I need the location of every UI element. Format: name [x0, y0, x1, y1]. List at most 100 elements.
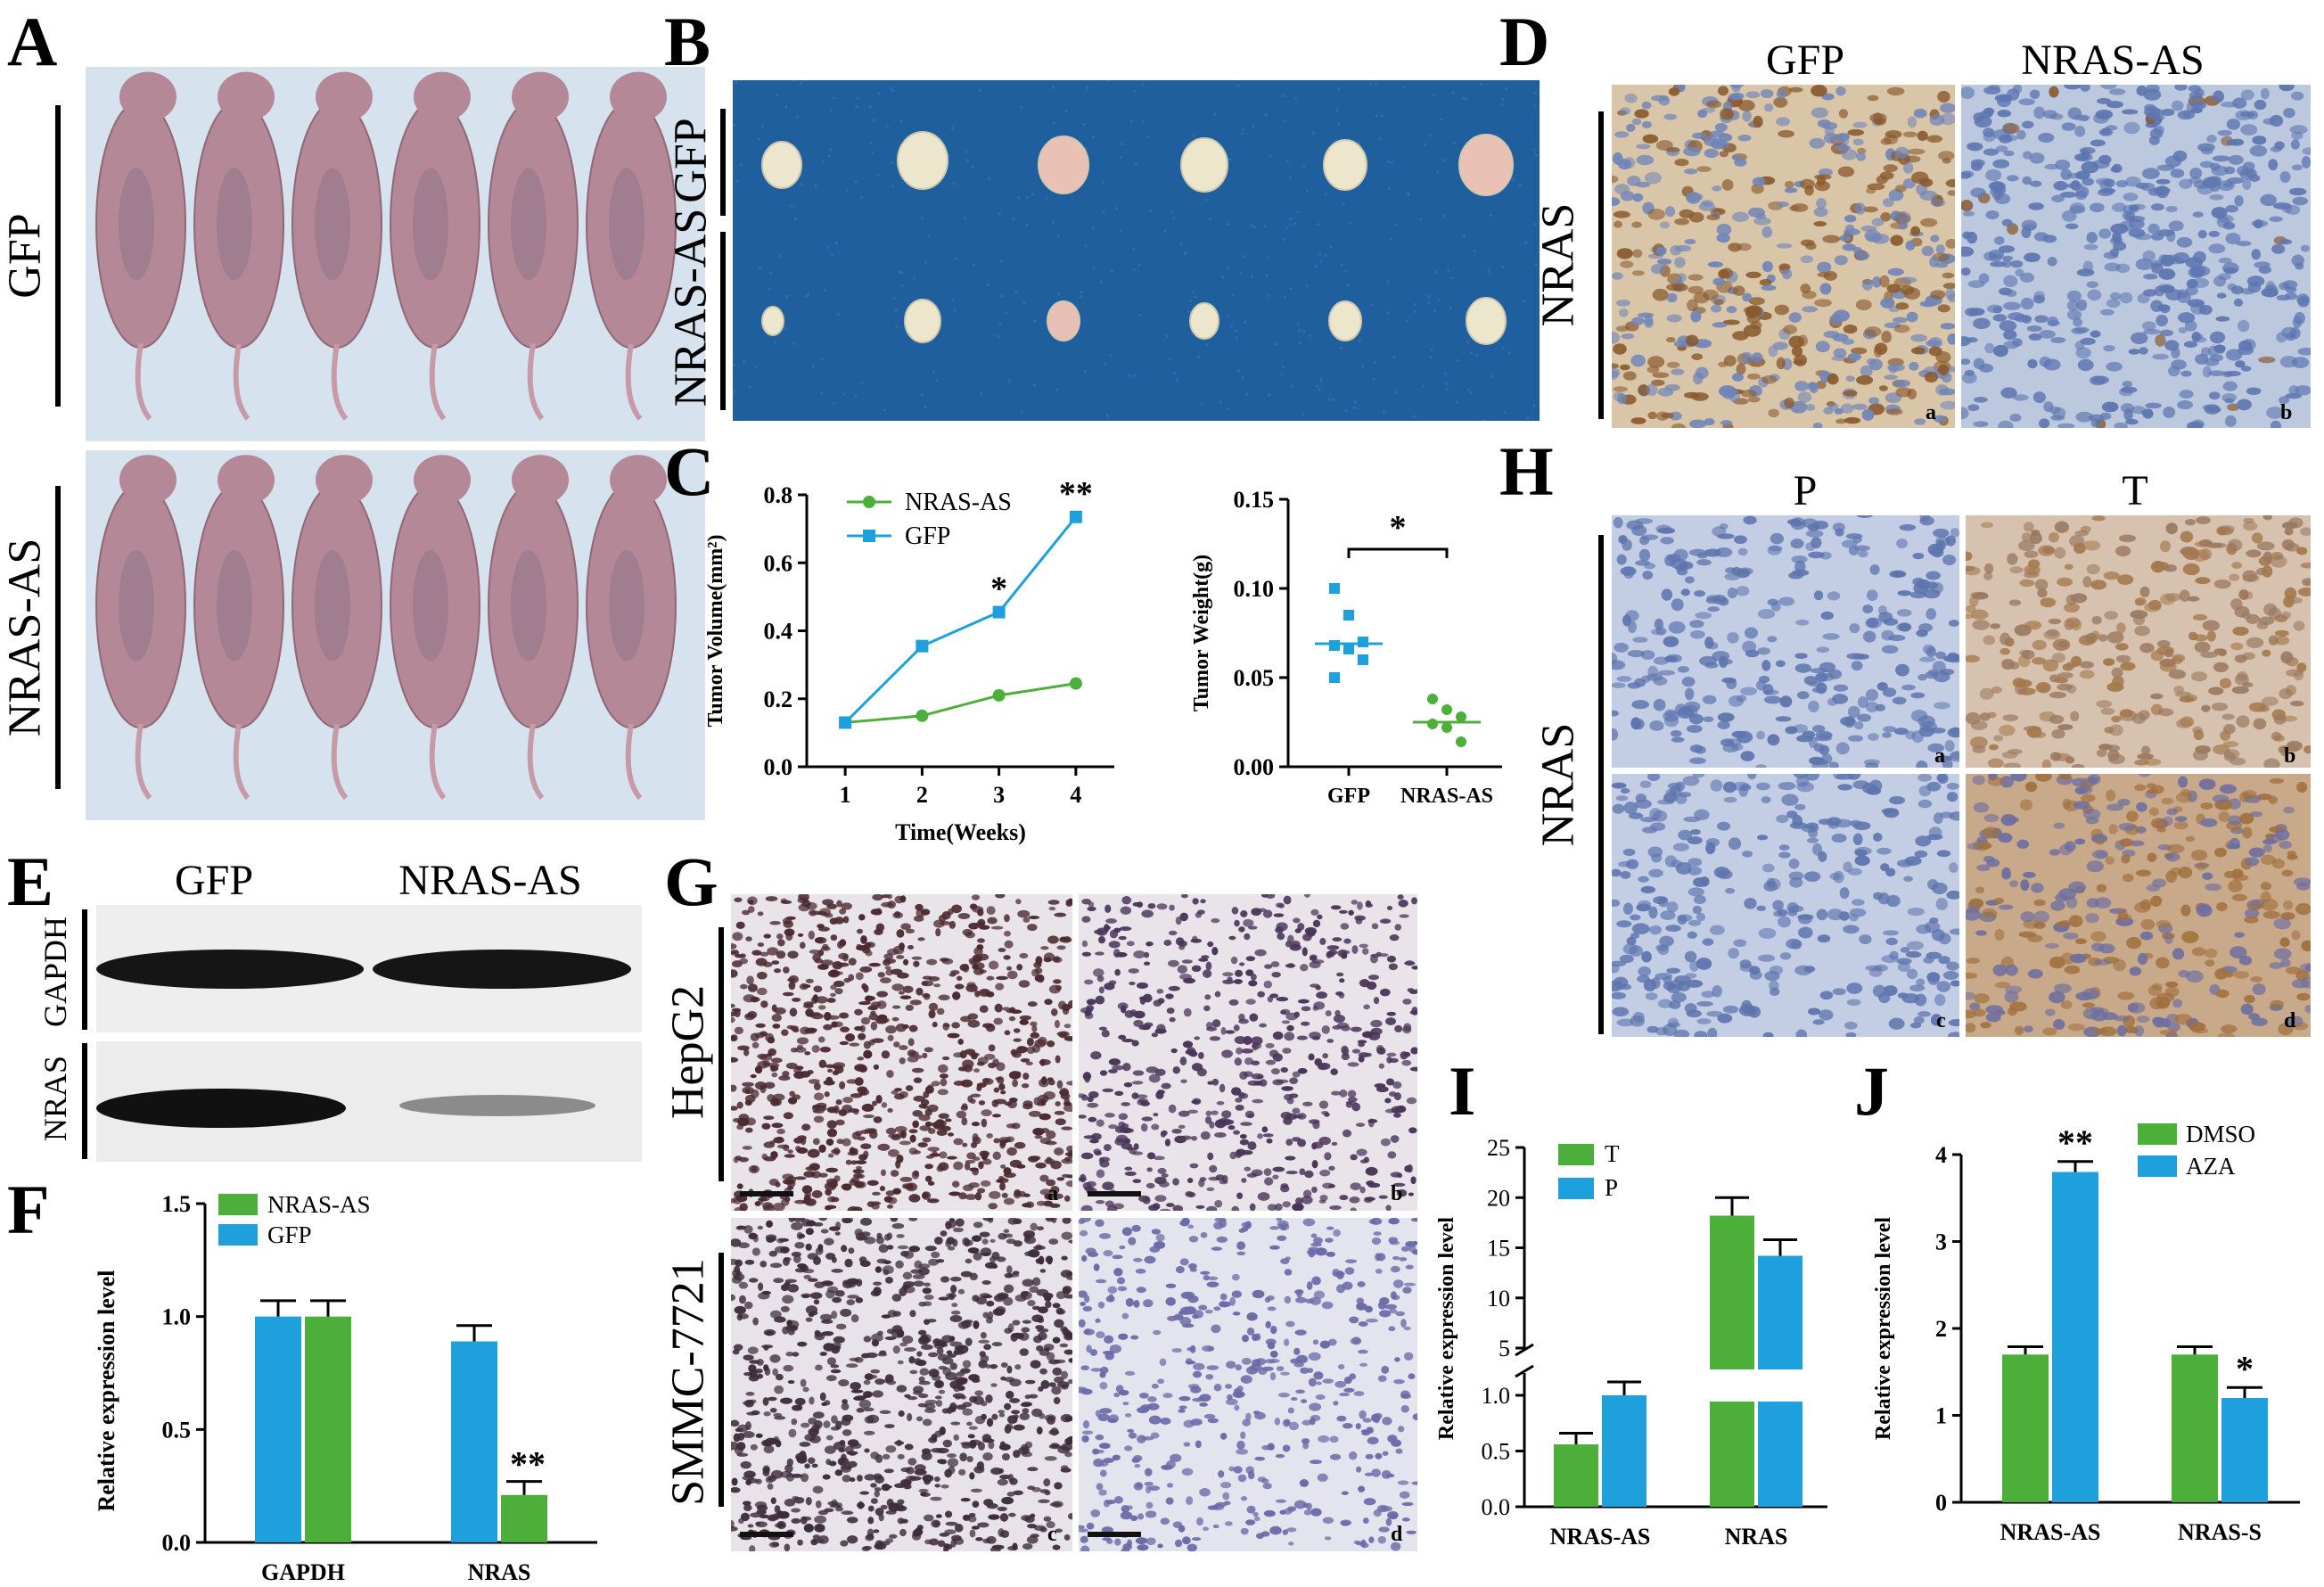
ihc-nucleus [2009, 413, 2022, 423]
migrated-cell [1083, 1135, 1096, 1139]
migrated-cell [783, 966, 790, 974]
ihc-nucleus [1619, 364, 1630, 371]
ihc-nucleus [1761, 226, 1773, 238]
migrated-cell [1339, 1090, 1348, 1098]
tumor-bg-speck [784, 295, 789, 299]
ihc-nucleus [2086, 563, 2100, 575]
ihc-nucleus [1631, 923, 1650, 934]
migrated-cell [784, 1154, 795, 1158]
migrated-cell [968, 1426, 978, 1430]
migrated-cell [1177, 965, 1187, 974]
ihc-nucleus [1909, 984, 1926, 992]
ihc-nucleus [1737, 243, 1752, 251]
migrated-cell [908, 1024, 918, 1032]
ihc-nucleus [1838, 109, 1849, 119]
ihc-nucleus [1616, 676, 1632, 682]
migrated-cell [988, 1044, 996, 1052]
ihc-nucleus [2096, 884, 2107, 893]
ihc-nucleus [2139, 586, 2150, 597]
migrated-cell [1124, 1166, 1133, 1171]
migrated-cell [1393, 1112, 1401, 1118]
migrated-cell [794, 1176, 807, 1180]
migrated-cell [1285, 941, 1292, 948]
migrated-cell [932, 1021, 938, 1028]
migrated-cell [1039, 1058, 1046, 1066]
migrated-cell [1013, 1038, 1022, 1042]
migrated-cell [743, 1354, 754, 1361]
migrated-cell [947, 1246, 956, 1251]
migrated-cell [1257, 1192, 1270, 1201]
ihc-nucleus [2063, 932, 2079, 940]
mouse-tumor-shadow [609, 168, 645, 281]
migrated-cell [1292, 1203, 1304, 1211]
migrated-cell [1209, 1036, 1221, 1041]
migrated-cell [1209, 1164, 1218, 1173]
bar-GFP [451, 1341, 497, 1542]
migrated-cell [1191, 1099, 1201, 1105]
x-tick-label: 1 [840, 782, 851, 808]
ihc-nucleus [1631, 118, 1642, 126]
ihc-nucleus [1618, 308, 1629, 317]
migrated-cell [761, 1290, 772, 1295]
ihc-nucleus [1612, 272, 1623, 280]
ihc-nucleus [2000, 813, 2016, 826]
tumor-bg-speck [1340, 263, 1343, 267]
migrated-cell [1152, 1203, 1161, 1210]
migrated-cell [817, 950, 825, 957]
ihc-nucleus [1910, 226, 1921, 236]
ihc-nucleus [1967, 280, 1985, 288]
migrated-cell [1319, 937, 1326, 945]
migrated-cell [1292, 1137, 1302, 1142]
tumor-bg-speck [778, 254, 782, 258]
mouse-head [119, 455, 177, 506]
ihc-nucleus [2026, 325, 2042, 333]
migrated-cell [813, 1115, 825, 1123]
ihc-nucleus [1909, 361, 1919, 371]
ihc-nucleus [1793, 359, 1806, 366]
migrated-cell [1114, 968, 1121, 976]
migrated-cell [1080, 1205, 1093, 1211]
migrated-cell [883, 958, 897, 964]
blot-band-gapdh-nras-as [373, 950, 631, 989]
ihc-nucleus [2064, 841, 2076, 852]
tumor-bg-speck [1228, 157, 1232, 160]
ihc-nucleus [1790, 539, 1804, 549]
ihc-nucleus [2050, 900, 2065, 911]
ihc-nucleus [2240, 89, 2254, 101]
ihc-nucleus [1909, 1022, 1922, 1029]
migrated-cell [1198, 1051, 1204, 1059]
ihc-nucleus [2226, 119, 2241, 130]
migrated-cell [1406, 1097, 1417, 1105]
ihc-nucleus [1926, 571, 1941, 580]
ihc-nucleus [1657, 944, 1670, 956]
migrated-cell [1401, 1059, 1412, 1066]
migrated-cell [1029, 1286, 1039, 1293]
migrated-cell [814, 937, 824, 943]
tumor-bg-speck [953, 308, 957, 312]
migrated-cell [849, 1147, 856, 1155]
ihc-nucleus [1668, 1000, 1681, 1009]
ihc-nucleus [2268, 795, 2279, 804]
ihc-nucleus [2257, 794, 2273, 801]
ihc-nucleus [1852, 138, 1864, 146]
ihc-nucleus [2018, 540, 2035, 552]
migrated-cell [1229, 1151, 1237, 1160]
ihc-nucleus [1737, 547, 1748, 556]
migrated-cell [731, 1057, 739, 1063]
ihc-nucleus [1792, 814, 1803, 827]
migrated-cell [1067, 1379, 1072, 1385]
migrated-cell [769, 1408, 777, 1413]
migrated-cell [1109, 929, 1119, 939]
ihc-nucleus [2037, 588, 2048, 598]
tumor-bg-speck [1465, 97, 1468, 101]
ihc-nucleus [2032, 657, 2047, 665]
ihc-nucleus [1613, 220, 1623, 228]
migrated-cell [1310, 909, 1319, 916]
migrated-cell [827, 1180, 838, 1188]
ihc-nucleus [2079, 670, 2095, 679]
migrated-cell [882, 1453, 891, 1460]
migrated-cell [1122, 1128, 1134, 1133]
tumor-bg-speck [1305, 284, 1309, 288]
migrated-cell [1006, 1365, 1013, 1374]
ihc-nucleus [1671, 368, 1685, 375]
